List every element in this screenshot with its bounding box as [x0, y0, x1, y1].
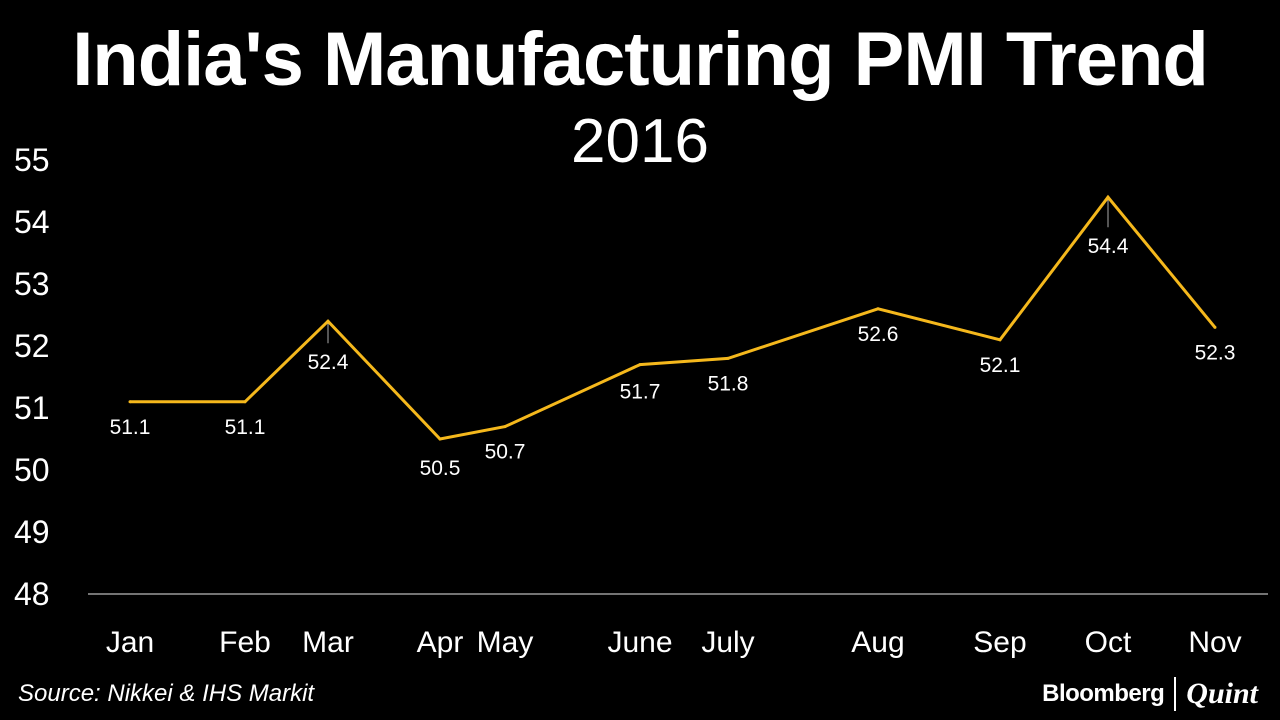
y-tick-label-54: 54 — [14, 204, 50, 240]
data-label-oct: 54.4 — [1088, 235, 1129, 258]
data-points — [128, 195, 1217, 441]
data-label-may: 50.7 — [485, 441, 526, 464]
y-tick-label-50: 50 — [14, 452, 50, 488]
y-tick-label-53: 53 — [14, 266, 50, 302]
x-tick-label-mar: Mar — [302, 626, 354, 659]
x-tick-label-may: May — [477, 626, 534, 659]
y-tick-label-48: 48 — [14, 576, 50, 612]
data-point-nov — [1213, 325, 1217, 329]
x-tick-label-jan: Jan — [106, 626, 154, 659]
data-point-mar — [326, 319, 330, 323]
data-point-apr — [438, 437, 442, 441]
x-tick-label-nov: Nov — [1188, 626, 1241, 659]
data-point-sep — [998, 338, 1002, 342]
source-note: Source: Nikkei & IHS Markit — [18, 680, 315, 707]
data-point-aug — [876, 307, 880, 311]
y-tick-label-55: 55 — [14, 142, 50, 178]
data-point-may — [503, 425, 507, 429]
brand-logo: Bloomberg Quint — [1042, 672, 1258, 716]
data-label-sep: 52.1 — [980, 354, 1021, 377]
data-point-oct — [1106, 195, 1110, 199]
data-point-feb — [243, 400, 247, 404]
y-axis: 48 49 50 51 52 53 54 55 — [14, 142, 50, 612]
brand-bloomberg: Bloomberg — [1042, 680, 1165, 707]
brand-quint: Quint — [1186, 677, 1258, 710]
brand-divider — [1174, 677, 1177, 711]
chart-title: India's Manufacturing PMI Trend — [72, 17, 1209, 102]
x-tick-label-june: June — [607, 626, 672, 659]
data-label-feb: 51.1 — [225, 416, 266, 439]
data-label-jan: 51.1 — [110, 416, 151, 439]
data-point-july — [726, 356, 730, 360]
data-label-july: 51.8 — [708, 372, 749, 395]
data-labels: 51.1 51.1 52.4 50.5 50.7 51.7 51.8 52.6 52.1 54.4… — [110, 235, 1236, 480]
data-point-june — [638, 363, 642, 367]
x-tick-label-oct: Oct — [1085, 626, 1132, 659]
x-axis: Jan Feb Mar Apr May June July Aug Sep Oct Nov — [106, 626, 1242, 659]
data-point-jan — [128, 400, 132, 404]
data-label-nov: 52.3 — [1195, 341, 1236, 364]
series-line-pmi — [130, 194, 1217, 441]
data-label-aug: 52.6 — [858, 323, 899, 346]
y-tick-label-52: 52 — [14, 328, 50, 364]
data-label-june: 51.7 — [620, 381, 661, 404]
chart-subtitle: 2016 — [571, 107, 709, 176]
y-tick-label-51: 51 — [14, 390, 50, 426]
label-leader-lines — [327, 199, 1109, 344]
data-label-mar: 52.4 — [308, 351, 349, 374]
data-label-apr: 50.5 — [420, 457, 461, 480]
x-tick-label-aug: Aug — [851, 626, 904, 659]
x-tick-label-apr: Apr — [417, 626, 464, 659]
y-tick-label-49: 49 — [14, 514, 50, 550]
x-tick-label-sep: Sep — [973, 626, 1026, 659]
x-tick-label-feb: Feb — [219, 626, 271, 659]
x-tick-label-july: July — [701, 626, 754, 659]
